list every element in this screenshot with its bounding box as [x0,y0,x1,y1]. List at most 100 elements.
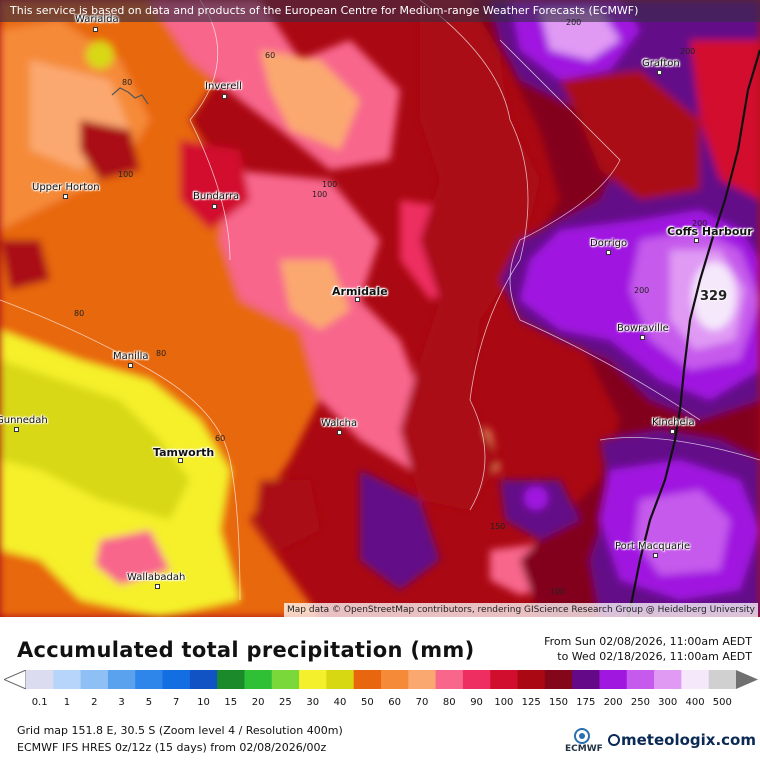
contour-label: 200 [566,18,582,27]
contour-label: 200 [692,219,708,228]
city-marker [212,204,217,209]
scale-swatch [654,670,682,689]
model-info: ECMWF IFS HRES 0z/12z (15 days) from 02/… [17,741,327,754]
meteologix-logo-icon [608,734,620,746]
city-marker [653,553,658,558]
meteologix-logo[interactable]: meteologix.com [608,731,756,749]
city-marker [222,94,227,99]
city-marker [694,238,699,243]
contour-label: 60 [265,51,276,60]
scale-swatch [107,670,136,689]
scale-swatch [572,670,600,689]
grid-info: Grid map 151.8 E, 30.5 S (Zoom level 4 /… [17,724,343,737]
scale-swatch [435,670,464,689]
legend-from-date: From Sun 02/08/2026, 11:00am AEDT [544,635,752,648]
scale-swatch [490,670,519,689]
ecmwf-logo-icon [574,728,590,744]
contour-label: 150 [490,522,506,531]
scale-swatch [326,670,355,689]
scale-swatch [353,670,382,689]
scale-swatch [517,670,546,689]
city-marker [14,427,19,432]
scale-tick-label: 30 [306,697,320,708]
scale-tick-label: 90 [470,697,483,708]
contour-label: 100 [322,180,338,189]
city-marker [93,27,98,32]
city-marker [63,194,68,199]
scale-tick-label: 2 [91,697,98,708]
ecmwf-logo-text: ECMWF [565,744,603,754]
scale-tick-label: 40 [333,697,347,708]
legend-title: Accumulated total precipitation (mm) [17,638,475,662]
contour-label: 60 [215,434,226,443]
city-marker [178,458,183,463]
scale-tick-label: 1 [63,697,71,708]
scale-tick-label: 25 [279,697,292,708]
scale-tick-label: 3 [118,697,125,708]
city-marker [640,335,645,340]
scale-tick-label: 0.1 [31,697,48,708]
city-marker [606,250,611,255]
scale-tick-label: 400 [685,697,705,708]
city-label-port-macquarie: Port Macquarie [615,541,691,552]
city-label-gunnedah: Gunnedah [0,415,48,426]
scale-swatch [408,670,437,689]
city-label-tamworth: Tamworth [153,446,215,459]
contour-label: 80 [156,349,167,358]
city-label-bundarra: Bundarra [193,191,240,202]
city-label-grafton: Grafton [642,58,680,69]
scale-swatch [271,670,300,689]
city-marker [355,297,360,302]
scale-tick-label: 50 [360,697,374,708]
scale-swatch [681,670,710,689]
city-label-dorrigo: Dorrigo [590,238,628,249]
max-precip-value: 329 [700,289,728,304]
scale-swatch [80,670,109,689]
meteologix-logo-text: meteologix.com [621,731,756,749]
city-marker [337,430,342,435]
scale-swatch [217,670,245,689]
scale-tick-label: 100 [494,697,514,708]
scale-swatch [544,670,573,689]
contour-label: 200 [680,47,696,56]
precipitation-map[interactable]: This service is based on data and produc… [0,0,760,617]
city-label-warialda: Warialda [75,14,119,25]
scale-arrow-right [736,670,758,689]
scale-tick-label: 125 [521,697,541,708]
scale-arrow-left [4,670,27,689]
city-label-bowraville: Bowraville [617,323,669,334]
ecmwf-disclaimer: This service is based on data and produc… [0,0,760,22]
scale-tick-label: 70 [415,697,429,708]
scale-swatch [299,670,327,689]
scale-tick-label: 7 [173,697,180,708]
city-label-armidale: Armidale [332,285,388,298]
scale-tick-label: 175 [576,697,596,708]
legend-to-date: to Wed 02/18/2026, 11:00am AEDT [557,650,752,663]
city-marker [670,429,675,434]
scale-swatch [626,670,655,689]
city-marker [657,70,662,75]
scale-swatch [708,670,737,689]
city-label-wallabadah: Wallabadah [127,572,186,583]
scale-tick-label: 300 [658,697,678,708]
scale-tick-label: 150 [548,697,569,708]
contour-label: 80 [74,309,85,318]
city-label-kinchela: Kinchela [652,417,695,428]
scale-swatch [162,670,191,689]
scale-swatch [462,670,491,689]
map-canvas [0,0,760,617]
contour-label: 200 [634,286,650,295]
scale-swatch [599,670,628,689]
scale-tick-label: 250 [630,697,650,708]
map-attribution[interactable]: Map data © OpenStreetMap contributors, r… [284,603,758,617]
scale-tick-label: 15 [224,697,238,708]
scale-swatch [381,670,409,689]
scale-tick-label: 500 [712,697,732,708]
ecmwf-logo[interactable]: ECMWF [563,727,603,757]
city-label-manilla: Manilla [113,351,149,362]
scale-swatch [26,670,54,689]
scale-swatch [53,670,82,689]
scale-tick-label: 60 [388,697,402,708]
scale-swatch [135,670,164,689]
color-scale-bar [4,670,758,689]
